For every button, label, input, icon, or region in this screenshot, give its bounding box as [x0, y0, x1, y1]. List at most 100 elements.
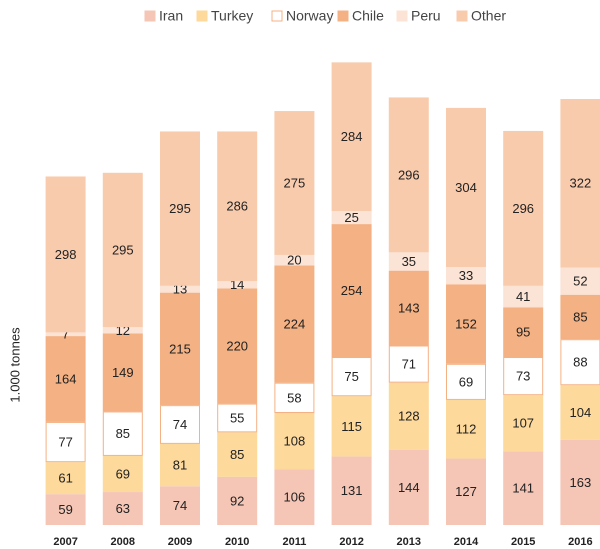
bar-segment	[388, 449, 429, 526]
bar-segment	[503, 451, 544, 525]
data-label: 304	[455, 180, 477, 195]
bar-segment	[160, 443, 200, 487]
x-tick-label: 2011	[282, 536, 306, 548]
y-axis-label: 1.000 tonnes	[7, 327, 22, 403]
data-label: 127	[455, 484, 477, 499]
bar-segment	[102, 327, 143, 334]
data-label: 152	[455, 316, 477, 331]
bar-segment	[503, 307, 544, 358]
data-label: 215	[169, 341, 191, 356]
data-label: 61	[58, 471, 72, 486]
bar-segment	[217, 288, 258, 404]
bar-segment	[217, 131, 258, 282]
x-tick-label: 2014	[454, 536, 479, 548]
legend-label: Turkey	[211, 8, 253, 24]
data-label: 107	[512, 416, 534, 431]
bar-segment	[560, 267, 600, 295]
bar-segment	[274, 382, 315, 414]
bar-segment	[503, 357, 544, 396]
bar-segment	[560, 339, 600, 386]
bar-segment	[331, 357, 372, 397]
data-label: 144	[398, 480, 420, 495]
data-label: 224	[284, 316, 306, 331]
data-label: 71	[402, 357, 416, 372]
bar-segment	[45, 176, 86, 333]
data-label: 73	[516, 369, 530, 384]
bar-segment	[45, 462, 86, 495]
data-label: 286	[226, 199, 248, 214]
bar-segment	[560, 385, 600, 440]
bar-segment	[274, 413, 315, 470]
data-label: 322	[570, 176, 592, 191]
bar-segment	[560, 294, 600, 340]
bar-segment	[217, 281, 258, 289]
bar-segment	[274, 265, 315, 383]
bar-segment	[446, 458, 486, 525]
data-label: 85	[116, 426, 130, 441]
legend-label: Peru	[411, 8, 441, 24]
data-label: 85	[573, 309, 587, 324]
legend-swatch	[456, 10, 468, 22]
bar-segment	[503, 285, 544, 308]
bar-segment	[45, 494, 86, 525]
bar-segment	[388, 270, 429, 346]
legend-label: Iran	[159, 8, 183, 24]
bar-segment	[446, 363, 486, 400]
data-label: 112	[456, 422, 477, 437]
bar-segment	[331, 456, 372, 525]
data-label: 69	[459, 374, 473, 389]
data-label: 108	[284, 434, 306, 449]
data-label: 95	[516, 325, 530, 340]
bar-segment	[160, 131, 200, 286]
data-label: 59	[58, 502, 72, 517]
bar-segment	[102, 492, 143, 525]
bar-segment	[160, 292, 200, 406]
data-label: 295	[169, 201, 191, 216]
data-label: 52	[573, 274, 587, 289]
x-tick-label: 2012	[339, 536, 363, 548]
data-label: 254	[341, 283, 363, 298]
data-label: 77	[58, 434, 72, 449]
data-label: 131	[341, 483, 363, 498]
data-label: 33	[459, 268, 473, 283]
data-label: 55	[230, 410, 244, 425]
legend-label: Norway	[286, 8, 333, 24]
data-label: 7	[62, 327, 69, 342]
bar-segment	[388, 345, 429, 383]
data-label: 296	[398, 167, 420, 182]
data-label: 81	[173, 458, 187, 473]
bar-segment	[388, 382, 429, 450]
bar-segment	[503, 395, 544, 452]
bar-segment	[331, 224, 372, 358]
data-label: 141	[512, 481, 534, 496]
bar-segment	[503, 130, 544, 286]
data-label: 25	[344, 210, 358, 225]
bar-segment	[160, 405, 200, 444]
data-label: 284	[341, 129, 363, 144]
bar-segment	[560, 99, 600, 268]
bar-segment	[160, 486, 200, 526]
data-label: 63	[116, 501, 130, 516]
data-label: 295	[112, 242, 134, 257]
bar-segment	[217, 403, 258, 433]
bar-segment	[217, 476, 258, 525]
bar-segment	[45, 332, 86, 337]
data-label: 298	[55, 247, 77, 262]
bar-segment	[160, 285, 200, 293]
data-label: 275	[284, 175, 306, 190]
x-tick-label: 2013	[397, 536, 421, 548]
legend-swatch	[144, 10, 156, 22]
data-label: 35	[402, 254, 416, 269]
bar-segment	[217, 432, 258, 477]
legend-swatch	[396, 10, 408, 22]
legend-swatch	[337, 10, 349, 22]
bar-segment	[102, 455, 143, 493]
bar-segment	[388, 97, 429, 253]
x-tick-label: 2008	[111, 536, 135, 548]
x-tick-label: 2015	[511, 536, 535, 548]
data-label: 92	[230, 493, 244, 508]
data-label: 69	[116, 466, 130, 481]
data-label: 74	[173, 498, 187, 513]
bar-segment	[274, 254, 315, 266]
